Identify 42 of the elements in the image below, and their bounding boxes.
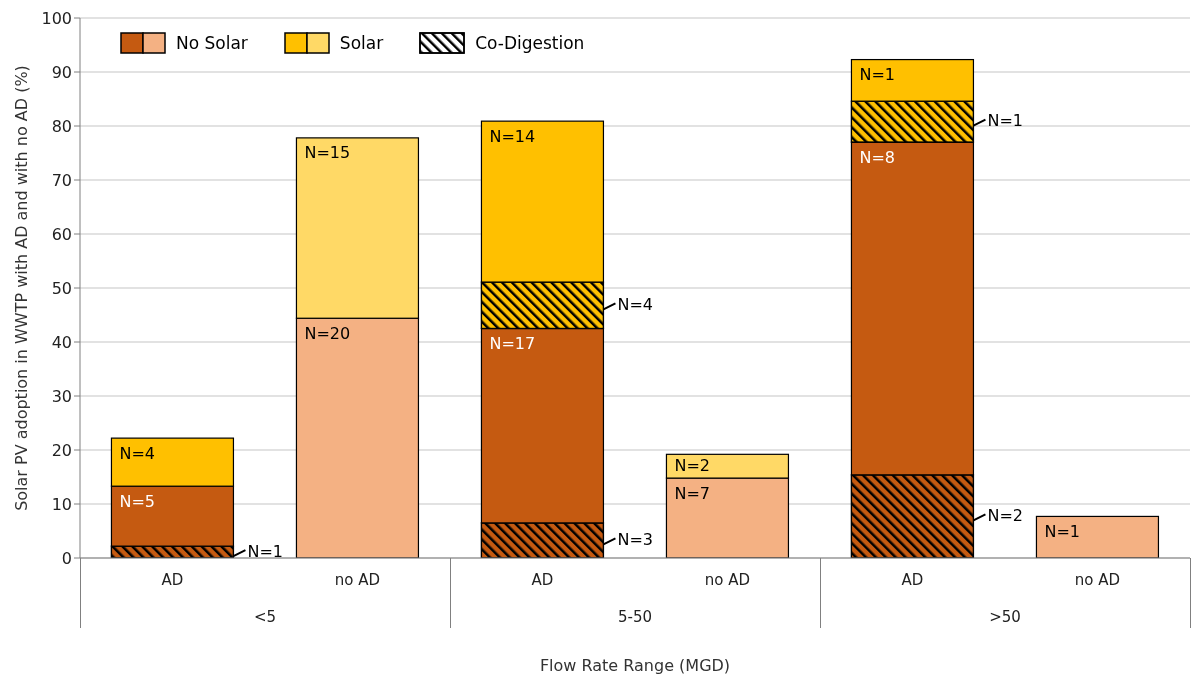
y-tick-label: 20 <box>51 440 72 460</box>
annotation: N=3 <box>617 529 654 549</box>
annotation: N=20 <box>304 323 351 343</box>
annotation: N=1 <box>1044 521 1081 541</box>
annotation: N=2 <box>987 505 1024 525</box>
annotation: N=14 <box>489 126 536 146</box>
annotation: N=17 <box>489 334 536 353</box>
annotation: N=15 <box>304 143 351 163</box>
x-tick-label: AD <box>161 570 184 589</box>
text: 5-50 <box>616 608 653 626</box>
legend-label: Solar <box>339 33 384 53</box>
annotation: N=8 <box>859 147 896 167</box>
x-tick-label: no AD <box>704 570 751 589</box>
annotation: N=1 <box>247 541 284 561</box>
text: <5 <box>252 608 278 626</box>
legend-label: No Solar <box>176 33 248 53</box>
y-tick-label: 60 <box>51 224 72 244</box>
y-tick-label: 10 <box>51 494 72 514</box>
annotation: N=4 <box>119 443 156 463</box>
x-axis-title: Flow Rate Range (MGD) <box>538 656 732 675</box>
y-tick-label: 30 <box>51 386 72 406</box>
legend-label: Co-Digestion <box>475 33 585 53</box>
x-tick-label: no AD <box>334 570 381 589</box>
y-axis-title: Solar PV adoption in WWTP with AD and with no AD (%) <box>11 65 31 511</box>
bar <box>1035 515 1160 558</box>
y-tick-label: 80 <box>51 116 72 136</box>
annotation: N=1 <box>987 111 1024 131</box>
y-tick-label: 70 <box>51 170 72 190</box>
annotation: N=1 <box>859 65 896 85</box>
y-tick-label: 40 <box>51 332 72 352</box>
x-tick-label: AD <box>901 570 924 589</box>
x-tick-label: AD <box>531 570 554 589</box>
x-tick-label: no AD <box>1074 570 1121 589</box>
y-tick-label: 0 <box>61 548 72 568</box>
annotation: N=7 <box>674 483 711 503</box>
y-tick-label: 100 <box>41 8 72 28</box>
annotation: N=2 <box>674 455 711 475</box>
y-tick-label: 90 <box>51 62 72 82</box>
annotation: N=4 <box>617 294 654 314</box>
y-tick-label: 50 <box>51 278 72 298</box>
annotation: N=5 <box>119 491 156 511</box>
text: >50 <box>988 608 1022 626</box>
